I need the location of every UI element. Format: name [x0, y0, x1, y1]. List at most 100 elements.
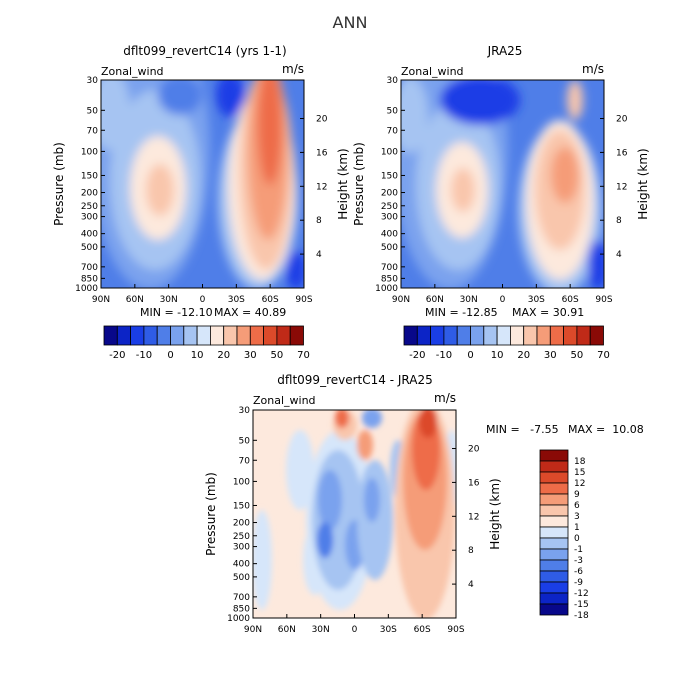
panel-obs-pressure-tick: 700 [381, 263, 398, 273]
panel-diff-colorbar-swatch [539, 471, 569, 484]
panel-diff-colorbar-swatch [539, 559, 569, 572]
panel-diff-pressure-tick: 850 [233, 604, 250, 614]
panel-obs-pressure-tick: 100 [381, 147, 398, 157]
panel-diff-colorbar-label: 9 [574, 490, 580, 500]
panel-model-height-tick: 16 [316, 148, 328, 158]
panel-obs-axes: 3050701001502002503004005007008501000481… [352, 76, 650, 305]
panel-diff-colorbar-label: 12 [574, 479, 585, 489]
panel-obs-height-tick: 20 [616, 115, 628, 125]
panel-model-lat-tick: 90S [295, 295, 312, 305]
panel-obs-colorbar-label: 0 [467, 350, 473, 361]
panel-model-colorbar-label: 0 [167, 350, 173, 361]
panel-diff-units: m/s [434, 391, 456, 405]
panel-obs-pressure-tick: 250 [381, 202, 398, 212]
panel-obs-lat-tick: 30N [460, 295, 478, 305]
panel-model-pressure-tick: 30 [87, 76, 99, 86]
panel-model-pressure-label: Pressure (mb) [52, 142, 66, 226]
panel-model-units: m/s [282, 62, 304, 76]
panel-obs-colorbar-label: 70 [597, 350, 610, 361]
panel-diff-height-tick: 20 [468, 445, 480, 455]
panel-diff-pressure-tick: 400 [233, 560, 250, 570]
panel-model-colorbar-swatch [143, 325, 158, 346]
panel-diff-height-label: Height (km) [488, 478, 502, 549]
panel-obs-height-tick: 12 [616, 182, 627, 192]
panel-obs-max-label: MAX = 30.91 [512, 306, 584, 319]
panel-obs-pressure-tick: 850 [381, 274, 398, 284]
panel-model-axes: 3050701001502002503004005007008501000481… [52, 76, 350, 305]
panel-diff-colorbar-swatch [539, 603, 569, 616]
panel-model-pressure-tick: 500 [81, 243, 98, 253]
panel-diff-colorbar-label: 6 [574, 501, 580, 511]
panel-obs-height-tick: 8 [616, 216, 622, 226]
panel-model-colorbar-swatch [289, 325, 304, 346]
panel-diff-colorbar-swatch [539, 581, 569, 594]
panel-model-field-label: Zonal_wind [101, 65, 164, 78]
panel-diff-colorbar-label: -15 [574, 600, 589, 610]
panel-obs-pressure-tick: 70 [387, 126, 399, 136]
panel-obs-height-tick: 16 [616, 148, 628, 158]
panel-diff-colorbar-label: 18 [574, 457, 586, 467]
panel-model-height-label: Height (km) [336, 148, 350, 219]
panel-obs-pressure-tick: 500 [381, 243, 398, 253]
panel-model-colorbar-swatch [183, 325, 198, 346]
panel-obs-field-label: Zonal_wind [401, 65, 464, 78]
panel-obs-colorbar-swatch [443, 325, 458, 346]
panel-model-colorbar-swatch [130, 325, 145, 346]
panel-diff-lat-tick: 90S [447, 625, 464, 635]
panel-diff-colorbar-label: 1 [574, 523, 580, 533]
panel-obs-lat-tick: 90N [392, 295, 410, 305]
figure-title: ANN [333, 13, 368, 32]
panel-model-max-label: MAX = 40.89 [214, 306, 286, 319]
panel-obs-colorbar-label: 50 [571, 350, 584, 361]
panel-diff-lat-tick: 60S [414, 625, 431, 635]
panel-obs-min-label: MIN = -12.85 [425, 306, 498, 319]
panel-obs-units: m/s [582, 62, 604, 76]
panel-obs-colorbar-swatch [496, 325, 511, 346]
panel-obs-contour-field [401, 80, 604, 288]
panel-diff-colorbar-swatch [539, 482, 569, 495]
panel-obs-colorbar-swatch [416, 325, 431, 346]
panel-model-title: dflt099_revertC14 (yrs 1-1) [123, 44, 287, 58]
panel-diff-min-label: MIN = -7.55 [486, 423, 559, 436]
panel-diff-colorbar-swatch [539, 548, 569, 561]
panel-model-colorbar-label: 20 [217, 350, 230, 361]
panel-obs-pressure-tick: 30 [387, 76, 399, 86]
panel-diff-colorbar-swatch [539, 504, 569, 517]
panel-diff-colorbar-label: 3 [574, 512, 580, 522]
panel-obs-pressure-label: Pressure (mb) [352, 142, 366, 226]
panel-obs-colorbar-swatch [456, 325, 471, 346]
panel-obs-colorbar-swatch [483, 325, 498, 346]
panel-diff-pressure-tick: 500 [233, 573, 250, 583]
panel-model-pressure-tick: 150 [81, 171, 98, 181]
panel-obs: JRA25 Zonal_wind m/s 3050701001502002503… [352, 44, 650, 361]
panel-obs-colorbar-label: 20 [517, 350, 530, 361]
panel-diff-pressure-tick: 50 [239, 436, 251, 446]
panel-model-colorbar-label: -10 [136, 350, 152, 361]
panel-diff-colorbar-swatch [539, 592, 569, 605]
panel-model-colorbar-swatch [103, 325, 118, 346]
panel-diff-pressure-tick: 1000 [227, 614, 250, 624]
panel-diff-lat-tick: 90N [244, 625, 262, 635]
panel-obs-lat-tick: 60S [562, 295, 579, 305]
panel-model-colorbar-label: -20 [109, 350, 125, 361]
panel-obs-colorbar-swatch [403, 325, 418, 346]
panel-model-lat-tick: 0 [200, 295, 206, 305]
panel-obs-colorbar-swatch [523, 325, 538, 346]
panel-obs-pressure-tick: 200 [381, 189, 398, 199]
panel-diff-colorbar-swatch [539, 537, 569, 550]
panel-obs-pressure-tick: 400 [381, 230, 398, 240]
panel-model-pressure-tick: 250 [81, 202, 98, 212]
panel-diff-pressure-tick: 30 [239, 406, 251, 416]
panel-model-colorbar-label: 10 [191, 350, 204, 361]
panel-model-colorbar-swatch [156, 325, 171, 346]
panel-diff-colorbar-swatch [539, 570, 569, 583]
panel-diff-colorbar-label: -6 [574, 567, 583, 577]
panel-model-lat-tick: 30N [160, 295, 178, 305]
panel-diff-lat-tick: 60N [278, 625, 296, 635]
panel-obs-colorbar-swatch [509, 325, 525, 346]
panel-obs-lat-tick: 60N [426, 295, 444, 305]
panel-diff-title: dflt099_revertC14 - JRA25 [277, 373, 432, 387]
panel-diff-colorbar-label: -12 [574, 589, 589, 599]
panel-model-colorbar-label: 30 [244, 350, 257, 361]
panel-model-height-tick: 8 [316, 216, 322, 226]
